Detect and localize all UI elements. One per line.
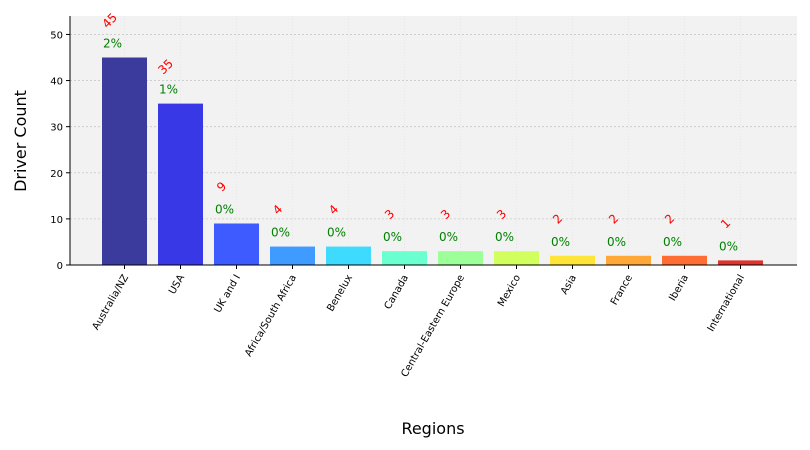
bar bbox=[718, 260, 763, 265]
bar bbox=[662, 255, 707, 265]
x-axis-title: Regions bbox=[401, 419, 464, 438]
bar bbox=[606, 255, 651, 265]
percent-label: 0% bbox=[551, 235, 570, 249]
x-tick-label: Mexico bbox=[496, 273, 523, 309]
y-tick-label: 30 bbox=[50, 123, 63, 134]
y-tick-label: 40 bbox=[50, 77, 63, 88]
bar bbox=[270, 246, 315, 265]
percent-label: 0% bbox=[383, 230, 402, 244]
bars bbox=[102, 57, 763, 265]
y-axis-title: Driver Count bbox=[11, 90, 30, 192]
percent-label: 0% bbox=[215, 203, 234, 217]
percent-label: 0% bbox=[271, 226, 290, 240]
x-tick-label: USA bbox=[167, 273, 187, 297]
x-tick-label: Australia/NZ bbox=[91, 273, 132, 332]
y-tick-label: 20 bbox=[50, 169, 63, 180]
x-ticks: Australia/NZ USA UK and I Africa/South Afri… bbox=[91, 265, 747, 379]
x-tick-label: International bbox=[706, 273, 747, 334]
percent-label: 0% bbox=[439, 230, 458, 244]
bar bbox=[326, 246, 371, 265]
bar bbox=[550, 255, 595, 265]
y-tick-label: 10 bbox=[50, 215, 63, 226]
x-tick-label: Canada bbox=[383, 273, 412, 311]
x-tick-label: Asia bbox=[559, 273, 579, 297]
x-tick-label: Africa/South Africa bbox=[243, 273, 299, 359]
x-tick-label: France bbox=[609, 273, 635, 307]
bar bbox=[158, 103, 203, 265]
bar bbox=[494, 251, 539, 265]
percent-label: 0% bbox=[663, 235, 682, 249]
y-tick-label: 50 bbox=[50, 30, 63, 41]
x-tick-label: Benelux bbox=[325, 273, 355, 314]
bar bbox=[214, 223, 259, 265]
y-ticks: 0 10 20 30 40 50 bbox=[50, 30, 70, 272]
percent-label: 0% bbox=[719, 239, 738, 253]
x-tick-label: Central-Eastern Europe bbox=[399, 273, 467, 379]
bar bbox=[438, 251, 483, 265]
bar bbox=[102, 57, 147, 265]
percent-label: 1% bbox=[159, 83, 178, 97]
y-tick-label: 0 bbox=[57, 261, 63, 272]
percent-label: 0% bbox=[607, 235, 626, 249]
x-tick-label: Iberia bbox=[667, 273, 691, 303]
percent-label: 2% bbox=[103, 37, 122, 51]
x-tick-label: UK and I bbox=[213, 273, 244, 315]
bar bbox=[382, 251, 427, 265]
percent-label: 0% bbox=[495, 230, 514, 244]
percent-label: 0% bbox=[327, 226, 346, 240]
